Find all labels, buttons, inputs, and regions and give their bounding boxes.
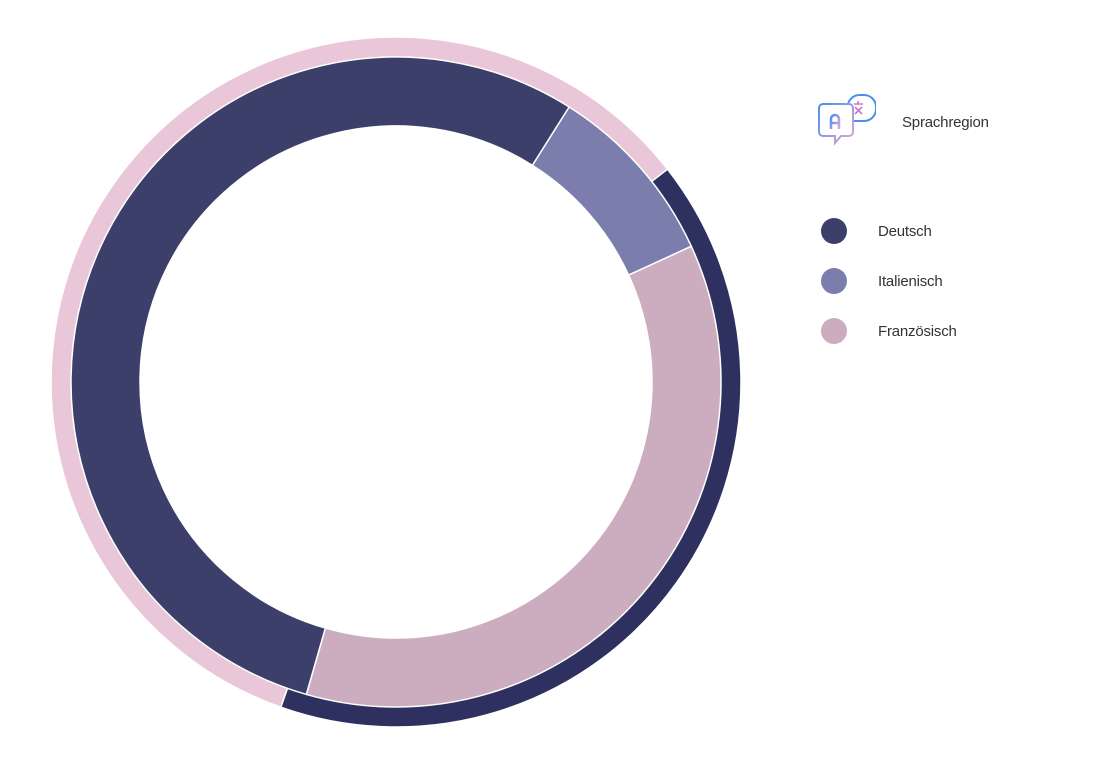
legend-header: Sprachregion [818, 94, 989, 150]
translate-icon [818, 94, 876, 146]
legend-label: Italienisch [878, 272, 943, 290]
outer-ring [50, 36, 742, 728]
legend-swatch [821, 318, 847, 344]
legend-title: Sprachregion [902, 113, 989, 131]
legend-item-französisch[interactable]: Französisch [821, 318, 957, 344]
legend: Deutsch Italienisch Französisch [821, 218, 957, 368]
legend-swatch [821, 218, 847, 244]
slice-französisch[interactable] [305, 245, 722, 708]
donut-slices [70, 56, 722, 708]
legend-item-deutsch[interactable]: Deutsch [821, 218, 957, 244]
legend-label: Deutsch [878, 222, 932, 240]
legend-label: Französisch [878, 322, 957, 340]
legend-item-italienisch[interactable]: Italienisch [821, 268, 957, 294]
legend-swatch [821, 268, 847, 294]
slice-deutsch[interactable] [70, 56, 571, 696]
